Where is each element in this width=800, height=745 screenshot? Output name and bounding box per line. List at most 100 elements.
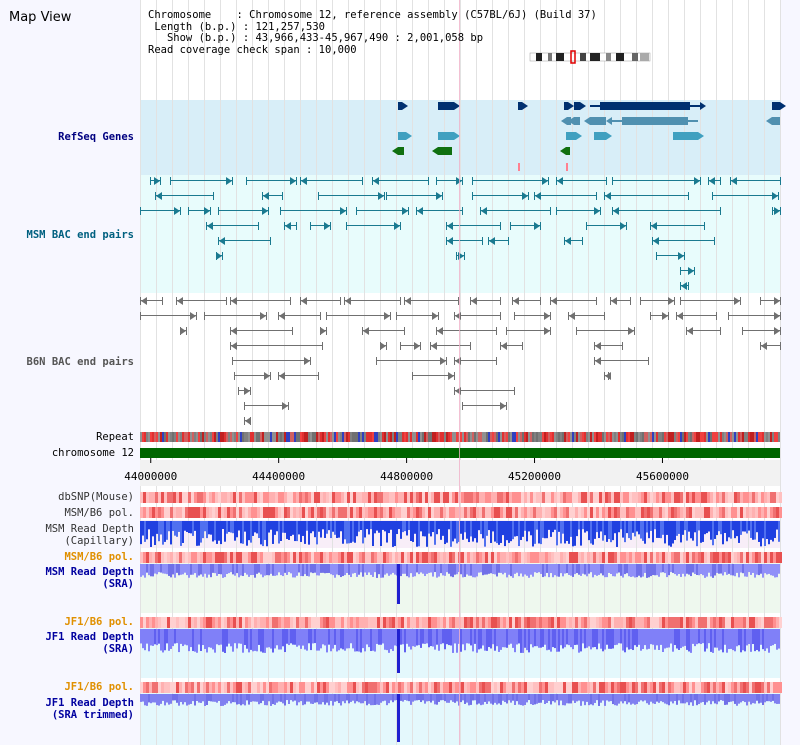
depth-bar: [250, 521, 252, 543]
msm-b6-pol-sra-label[interactable]: MSM/B6 pol.: [64, 551, 134, 563]
depth-bar: [616, 521, 618, 547]
depth-bar: [494, 694, 496, 703]
depth-bar: [462, 629, 464, 645]
polymorphism-cell: [479, 552, 482, 563]
msm-bac-pair-span: [318, 195, 384, 196]
polymorphism-cell: [251, 682, 254, 693]
depth-bar: [450, 564, 452, 577]
polymorphism-cell: [632, 552, 635, 563]
depth-bar: [190, 564, 192, 575]
depth-bar: [770, 564, 772, 576]
msm-bac-pair-span: [652, 240, 714, 241]
chromosome-ideogram[interactable]: [529, 50, 651, 64]
depth-bar: [672, 629, 674, 652]
polymorphism-cell: [179, 682, 182, 693]
depth-bar: [508, 521, 510, 543]
msm-bac-pair-direction-icon: [542, 177, 548, 185]
b6n-bac-track[interactable]: [140, 297, 781, 425]
polymorphism-cell: [563, 492, 566, 503]
polymorphism-cell: [719, 492, 722, 503]
gene-strand-icon: [766, 117, 772, 125]
depth-bar: [474, 521, 476, 539]
read-depth-tracks[interactable]: [140, 521, 780, 742]
polymorphism-cell: [302, 492, 305, 503]
depth-bar: [670, 521, 672, 547]
msm-bac-pair-end: [416, 207, 417, 215]
depth-bar: [330, 564, 332, 575]
polymorphism-cell: [413, 507, 416, 518]
depth-bar: [550, 564, 552, 574]
depth-bar: [402, 564, 404, 574]
b6n-bac-pair-end: [720, 327, 721, 335]
b6n-bac-pair-span: [512, 300, 540, 301]
depth-bar: [608, 694, 610, 702]
polymorphism-cell: [599, 617, 602, 628]
depth-bar: [600, 564, 602, 574]
polymorphism-cell: [158, 552, 161, 563]
depth-bar: [644, 564, 646, 573]
depth-bar: [534, 564, 536, 573]
polymorphism-cell: [629, 552, 632, 563]
polymorphism-cell: [566, 682, 569, 693]
polymorphism-cell: [512, 682, 515, 693]
msm-bac-pair-end: [656, 252, 657, 260]
gene-strand-icon: [432, 147, 438, 155]
polymorphism-cell: [386, 682, 389, 693]
depth-bar: [336, 521, 338, 538]
repeat-mark: [616, 432, 618, 442]
depth-bar: [146, 629, 148, 644]
depth-bar: [438, 521, 440, 530]
b6n-bac-pair-end: [716, 312, 717, 320]
repeat-track[interactable]: [140, 432, 780, 442]
msm-read-depth-sra-label[interactable]: MSM Read Depth (SRA): [0, 566, 134, 590]
polymorphism-cell: [590, 492, 593, 503]
repeat-mark: [746, 432, 748, 442]
polymorphism-cell: [431, 492, 434, 503]
refseq-gene-track[interactable]: [392, 102, 786, 171]
depth-bar: [352, 564, 354, 574]
jf1-read-depth-trimmed-label[interactable]: JF1 Read Depth (SRA trimmed): [0, 697, 134, 721]
polymorphism-cell: [533, 617, 536, 628]
msm-b6-pol-label[interactable]: MSM/B6 pol.: [64, 507, 134, 519]
depth-bar: [404, 629, 406, 653]
depth-bar: [520, 564, 522, 574]
repeat-mark: [192, 432, 194, 442]
polymorphism-cell: [374, 682, 377, 693]
polymorphism-tracks[interactable]: [140, 492, 782, 693]
jf1-b6-pol-trim-label[interactable]: JF1/B6 pol.: [64, 681, 134, 693]
depth-bar: [180, 694, 182, 702]
depth-bar: [162, 521, 164, 545]
refseq-genes-label[interactable]: RefSeq Genes: [58, 131, 134, 143]
msm-bac-label[interactable]: MSM BAC end pairs: [26, 229, 134, 241]
polymorphism-cell: [659, 682, 662, 693]
dbsnp-label[interactable]: dbSNP(Mouse): [58, 491, 134, 503]
polymorphism-cell: [512, 507, 515, 518]
depth-bar: [294, 564, 296, 578]
depth-bar: [650, 694, 652, 702]
msm-bac-track[interactable]: [140, 177, 781, 290]
depth-spike: [397, 694, 400, 742]
depth-bar: [318, 521, 320, 532]
polymorphism-cell: [629, 492, 632, 503]
polymorphism-cell: [779, 507, 782, 518]
polymorphism-cell: [371, 507, 374, 518]
polymorphism-cell: [440, 617, 443, 628]
polymorphism-cell: [482, 492, 485, 503]
depth-bar: [720, 694, 722, 701]
depth-bar: [260, 564, 262, 575]
msm-read-depth-capillary-label[interactable]: MSM Read Depth (Capillary): [0, 523, 134, 547]
b6n-bac-label[interactable]: B6N BAC end pairs: [26, 356, 134, 368]
depth-bar: [756, 521, 758, 533]
polymorphism-cell: [566, 552, 569, 563]
depth-bar: [282, 564, 284, 577]
jf1-read-depth-sra-label[interactable]: JF1 Read Depth (SRA): [0, 631, 134, 655]
polymorphism-cell: [482, 617, 485, 628]
depth-bar: [740, 629, 742, 653]
repeat-mark: [462, 432, 464, 442]
depth-bar: [328, 629, 330, 645]
jf1-b6-pol-label[interactable]: JF1/B6 pol.: [64, 616, 134, 628]
depth-bar: [768, 629, 770, 653]
depth-bar: [312, 694, 314, 705]
depth-bar: [578, 521, 580, 530]
polymorphism-cell: [305, 617, 308, 628]
